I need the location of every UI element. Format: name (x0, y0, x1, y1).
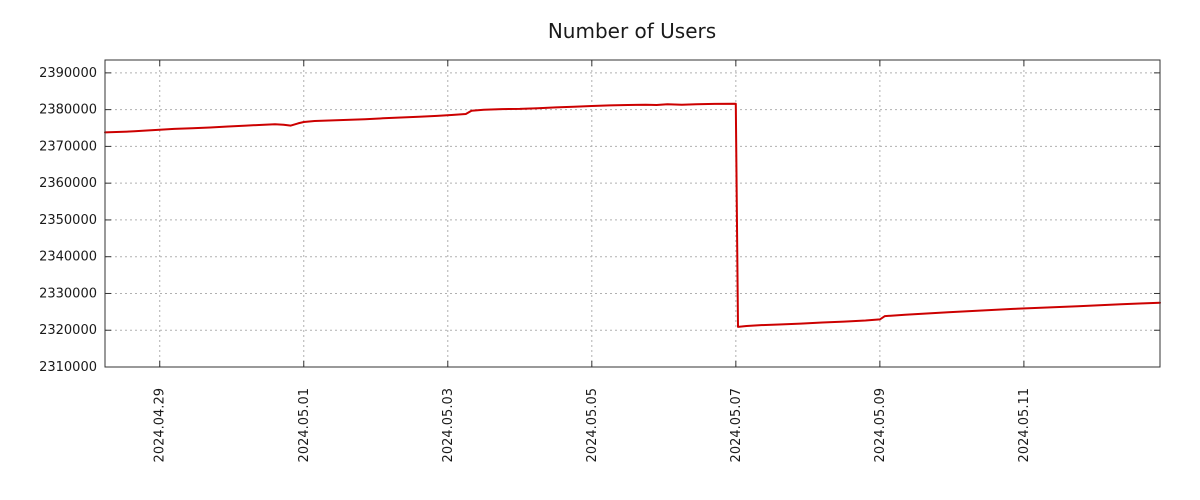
y-tick-label: 2320000 (39, 323, 97, 338)
axis-labels: 2310000 2320000 2330000 2340000 2350000 23600… (39, 66, 1032, 463)
x-tick-label: 2024.05.11 (1017, 388, 1032, 462)
y-tick-label: 2370000 (39, 139, 97, 154)
y-tick-label: 2330000 (39, 286, 97, 301)
x-tick-label: 2024.05.09 (873, 388, 888, 462)
y-tick-label: 2350000 (39, 213, 97, 228)
x-tick-label: 2024.05.07 (729, 388, 744, 462)
x-tick-label: 2024.05.01 (297, 388, 312, 462)
x-tick-label: 2024.05.03 (441, 388, 456, 462)
x-tick-label: 2024.05.05 (585, 388, 600, 462)
y-tick-label: 2390000 (39, 66, 97, 81)
series-line-users (104, 102, 1161, 328)
y-tick-label: 2360000 (39, 176, 97, 191)
x-tick-label: 2024.04.29 (153, 388, 168, 462)
y-tick-label: 2380000 (39, 103, 97, 118)
y-tick-label: 2310000 (39, 360, 97, 375)
grid-layer (105, 60, 1160, 368)
plot-border (104, 59, 1161, 368)
chart-title: Number of Users (548, 19, 716, 43)
tick-marks (105, 60, 1160, 368)
y-tick-label: 2340000 (39, 250, 97, 265)
